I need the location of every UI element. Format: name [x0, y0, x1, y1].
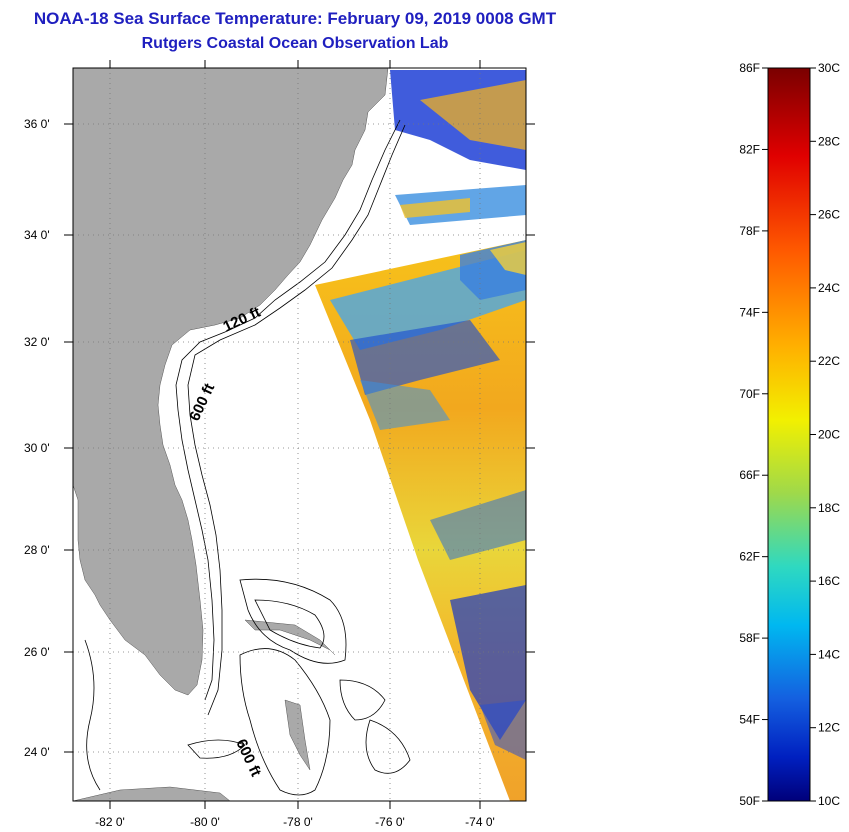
lon-label: -78 0' [283, 815, 313, 829]
colorbar-fahrenheit-labels: 86F 82F 78F 74F 70F 66F 62F 58F 54F 50F [739, 61, 768, 808]
colorbar-f-label: 82F [739, 142, 760, 156]
colorbar-c-label: 12C [818, 721, 840, 735]
axis-ticks [64, 60, 535, 809]
colorbar [767, 67, 811, 802]
depth-contours [84, 119, 411, 796]
colorbar-f-label: 62F [739, 550, 760, 564]
colorbar-c-label: 22C [818, 354, 840, 368]
lat-label: 30 0' [24, 441, 50, 455]
colorbar-c-label: 20C [818, 428, 840, 442]
colorbar-c-label: 14C [818, 647, 840, 661]
colorbar-f-label: 58F [739, 631, 760, 645]
map-subtitle: Rutgers Coastal Ocean Observation Lab [141, 35, 449, 52]
lat-label: 26 0' [24, 645, 50, 659]
colorbar-c-label: 18C [818, 501, 840, 515]
lat-label: 36 0' [24, 117, 50, 131]
lon-labels: -82 0' -80 0' -78 0' -76 0' -74 0' [95, 815, 495, 829]
land-mass [73, 68, 389, 801]
colorbar-f-label: 66F [739, 468, 760, 482]
colorbar-f-label: 54F [739, 713, 760, 727]
map-title: NOAA-18 Sea Surface Temperature: Februar… [33, 9, 557, 28]
lon-label: -74 0' [465, 815, 495, 829]
colorbar-c-label: 26C [818, 208, 840, 222]
colorbar-f-label: 70F [739, 387, 760, 401]
colorbar-c-label: 24C [818, 281, 840, 295]
colorbar-f-label: 50F [739, 794, 760, 808]
lat-labels: 36 0' 34 0' 32 0' 30 0' 28 0' 26 0' 24 0… [24, 117, 50, 759]
colorbar-c-label: 28C [818, 134, 840, 148]
colorbar-f-label: 78F [739, 224, 760, 238]
colorbar-celsius-labels: 30C 28C 26C 24C 22C 20C 18C 16C 14C 12C 10C [810, 61, 840, 808]
lat-label: 34 0' [24, 228, 50, 242]
lat-label: 28 0' [24, 543, 50, 557]
lon-label: -82 0' [95, 815, 125, 829]
lon-label: -80 0' [190, 815, 220, 829]
colorbar-f-label: 74F [739, 305, 760, 319]
graticule [73, 68, 526, 801]
map-frame [72, 67, 527, 802]
lat-label: 32 0' [24, 335, 50, 349]
lat-label: 24 0' [24, 745, 50, 759]
colorbar-c-label: 16C [818, 574, 840, 588]
colorbar-c-label: 30C [818, 61, 840, 75]
colorbar-f-label: 86F [739, 61, 760, 75]
colorbar-c-label: 10C [818, 794, 840, 808]
sst-swath [315, 70, 526, 801]
lon-label: -76 0' [375, 815, 405, 829]
